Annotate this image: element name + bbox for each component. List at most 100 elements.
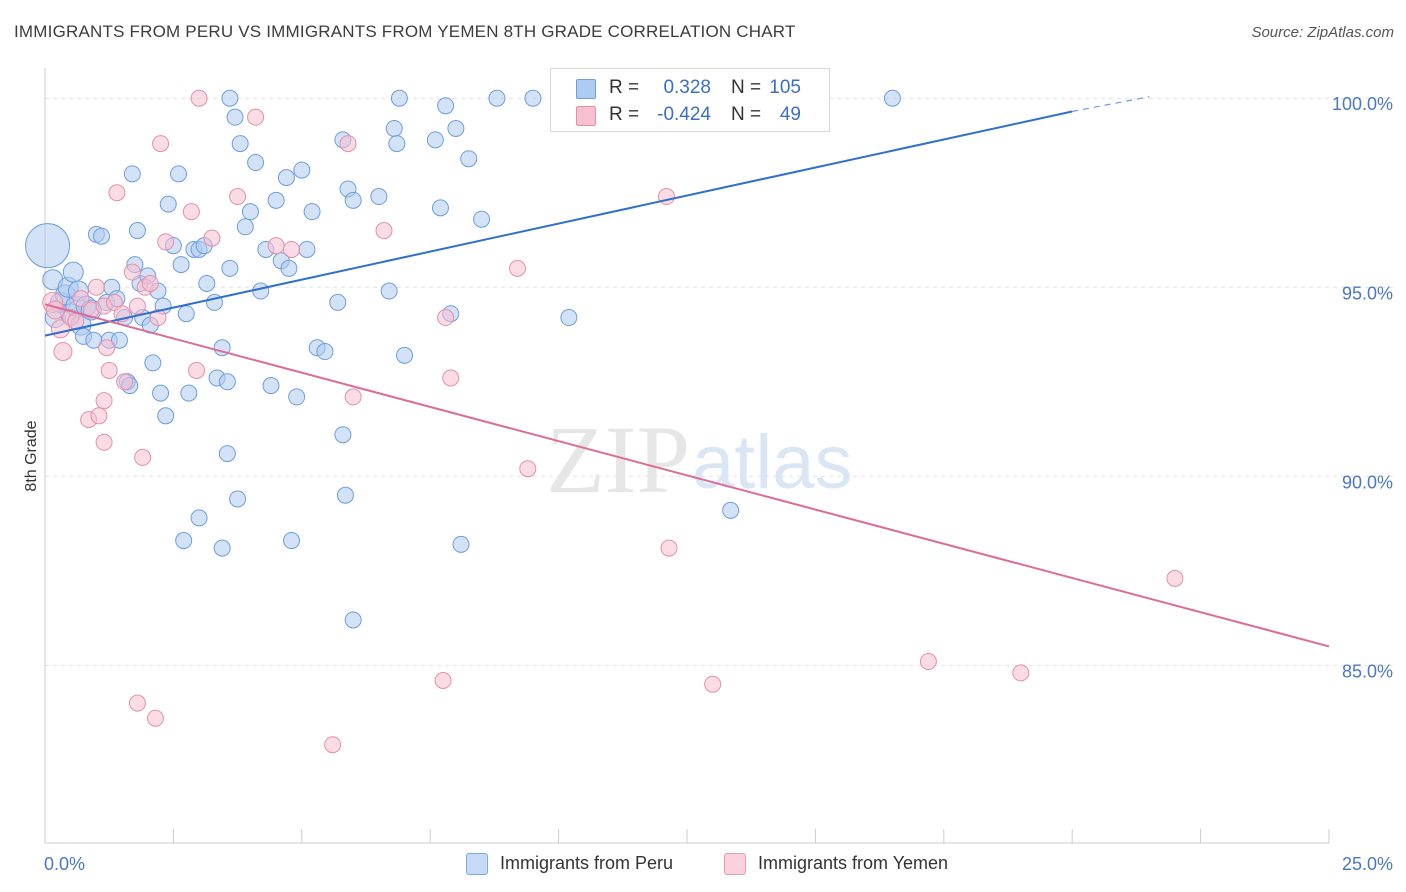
chart-title: IMMIGRANTS FROM PERU VS IMMIGRANTS FROM …: [14, 22, 796, 41]
y-tick-label: 85.0%: [1342, 661, 1393, 681]
watermark: ZIP: [546, 406, 690, 513]
point-peru: [231, 135, 249, 153]
point-peru: [262, 377, 280, 395]
point-peru: [560, 309, 578, 327]
point-peru: [277, 169, 295, 187]
point-peru: [170, 165, 188, 183]
point-yemen: [283, 240, 301, 258]
point-yemen: [375, 222, 393, 240]
point-peru: [241, 203, 259, 221]
point-yemen: [182, 203, 200, 221]
legend-swatch-yemen: [576, 106, 596, 126]
point-yemen: [324, 736, 342, 754]
point-peru: [390, 89, 408, 107]
point-yemen: [509, 259, 527, 277]
tick-labels: 85.0% 90.0% 95.0% 100.0% 0.0% 25.0%: [44, 94, 1393, 874]
watermark-atlas: atlas: [692, 420, 853, 505]
point-yemen: [157, 233, 175, 251]
point-peru: [370, 188, 388, 206]
point-peru: [247, 154, 265, 172]
legend-row-peru: R = 0.328 N = 105: [551, 75, 829, 101]
point-peru: [380, 282, 398, 300]
series-yemen-points: [42, 89, 1184, 754]
point-yemen: [87, 278, 105, 296]
point-peru: [426, 131, 444, 149]
point-peru: [218, 445, 236, 463]
point-peru: [229, 490, 247, 508]
point-peru: [447, 119, 465, 137]
point-peru: [388, 135, 406, 153]
series-legend-swatch-peru: [466, 853, 488, 875]
point-yemen: [152, 135, 170, 153]
point-yemen: [116, 373, 134, 391]
point-peru: [316, 343, 334, 361]
y-tick-label: 90.0%: [1342, 472, 1393, 492]
point-yemen: [90, 407, 108, 425]
point-yemen: [247, 108, 265, 126]
point-peru: [460, 150, 478, 168]
point-yemen: [434, 671, 452, 689]
point-peru: [396, 346, 414, 364]
axes: [44, 68, 1330, 844]
point-yemen: [95, 392, 113, 410]
point-yemen: [149, 309, 167, 327]
series-legend: Immigrants from Peru Immigrants from Yem…: [0, 852, 1406, 876]
point-peru: [883, 89, 901, 107]
point-peru: [144, 354, 162, 372]
point-peru: [336, 486, 354, 504]
point-yemen: [98, 339, 116, 357]
point-peru: [473, 210, 491, 228]
series-legend-label-peru: Immigrants from Peru: [500, 853, 674, 873]
point-peru: [329, 293, 347, 311]
point-peru: [298, 240, 316, 258]
point-yemen: [229, 188, 247, 206]
series-peru-points: [25, 89, 901, 629]
point-yemen: [141, 274, 159, 292]
point-peru: [293, 161, 311, 179]
point-peru: [288, 388, 306, 406]
point-peru: [334, 426, 352, 444]
point-yemen: [437, 309, 455, 327]
point-yemen: [95, 433, 113, 451]
point-yemen: [660, 539, 678, 557]
legend-n-label: N =: [731, 77, 762, 98]
point-peru: [252, 282, 270, 300]
point-peru: [488, 89, 506, 107]
source-label: Source: ZipAtlas.com: [1251, 24, 1394, 41]
point-yemen: [188, 361, 206, 379]
point-yemen: [344, 388, 362, 406]
point-peru: [221, 89, 239, 107]
trend-line-yemen: [44, 303, 1330, 648]
point-peru: [344, 191, 362, 209]
legend-n-label: N =: [731, 104, 762, 125]
point-yemen: [53, 342, 73, 362]
point-peru: [180, 384, 198, 402]
point-peru: [110, 331, 128, 349]
legend-swatch-peru: [576, 79, 596, 99]
point-yemen: [1166, 569, 1184, 587]
point-yemen: [1012, 664, 1030, 682]
point-peru: [431, 199, 449, 217]
legend-n-value: 49: [779, 104, 801, 125]
point-yemen: [267, 237, 285, 255]
point-yemen: [100, 361, 118, 379]
legend-r-label: R =: [609, 104, 640, 125]
point-peru: [524, 89, 542, 107]
point-peru: [218, 373, 236, 391]
point-yemen: [134, 448, 152, 466]
point-yemen: [704, 675, 722, 693]
point-yemen: [203, 229, 221, 247]
point-peru: [152, 384, 170, 402]
legend-row-yemen: R = -0.424 N = 49: [551, 102, 829, 128]
point-peru: [437, 97, 455, 115]
series-legend-swatch-yemen: [724, 853, 746, 875]
point-peru: [226, 108, 244, 126]
point-peru: [128, 222, 146, 240]
point-peru: [267, 191, 285, 209]
trend-line-peru: [44, 110, 1073, 337]
point-yemen: [442, 369, 460, 387]
point-peru: [452, 535, 470, 553]
x-tick-label: 25.0%: [1342, 854, 1393, 874]
y-tick-label: 95.0%: [1342, 283, 1393, 303]
